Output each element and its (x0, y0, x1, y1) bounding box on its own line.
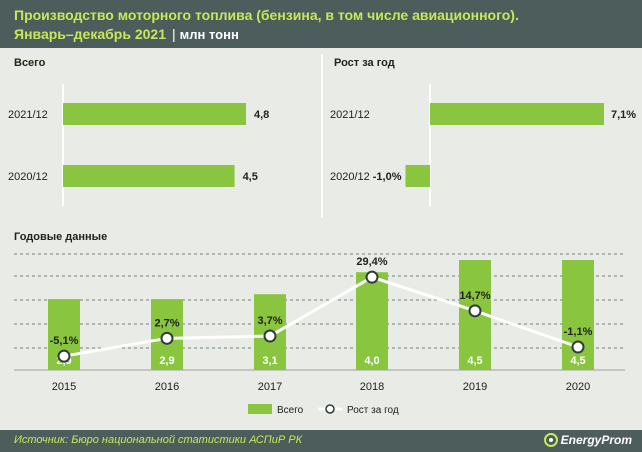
legend-bar-swatch (248, 404, 272, 414)
brand-icon (543, 433, 558, 447)
total-bar (63, 103, 246, 125)
total-category-label: 2021/12 (8, 109, 48, 121)
subtitle-separator: | (171, 26, 176, 42)
x-tick-label: 2018 (360, 381, 384, 393)
annual-bar-label: 3,1 (262, 355, 277, 367)
panel-title-total: Всего (14, 57, 46, 69)
growth-point (365, 270, 379, 284)
annual-bar-label: 4,5 (467, 355, 482, 367)
annual-bar-label: 4,5 (570, 355, 585, 367)
total-bar-chart: 2021/12 4,8 2020/12 4,5 (8, 84, 269, 206)
total-bar (63, 165, 235, 187)
growth-point (468, 304, 482, 318)
panel-title-growth: Рост за год (334, 57, 395, 69)
total-value-label: 4,8 (254, 109, 269, 121)
period-label: Январь–декабрь 2021 (14, 26, 166, 42)
x-tick-label: 2015 (52, 381, 76, 393)
footer: Источник: Бюро национальной статистики А… (0, 430, 642, 452)
annual-bar-label: 2,9 (159, 355, 174, 367)
growth-point (263, 329, 277, 343)
growth-value-label: -1,0% (373, 171, 402, 183)
growth-point-label: 3,7% (257, 315, 282, 327)
x-tick-label: 2020 (566, 381, 590, 393)
growth-bar (405, 165, 430, 187)
growth-category-label: 2020/12 (330, 171, 370, 183)
annual-bar (356, 272, 388, 370)
total-category-label: 2020/12 (8, 171, 48, 183)
chart-subtitle: Январь–декабрь 2021 | млн тонн (14, 26, 239, 42)
annual-combo-chart: 2,920152,920163,120174,020184,520194,520… (14, 253, 625, 393)
header: Производство моторного топлива (бензина,… (0, 0, 642, 48)
chart-title: Производство моторного топлива (бензина,… (14, 7, 519, 23)
growth-point (571, 340, 585, 354)
growth-point-label: -5,1% (50, 335, 79, 347)
growth-category-label: 2021/12 (330, 109, 370, 121)
growth-bar (430, 103, 604, 125)
x-tick-label: 2016 (155, 381, 179, 393)
growth-point (57, 349, 71, 363)
unit-label: млн тонн (179, 27, 239, 42)
growth-line (63, 275, 579, 358)
growth-point (160, 331, 174, 345)
growth-point-label: 29,4% (356, 256, 387, 268)
total-value-label: 4,5 (243, 171, 258, 183)
annual-bar-label: 4,0 (364, 355, 379, 367)
growth-value-label: 7,1% (611, 109, 636, 121)
growth-point-label: -1,1% (564, 326, 593, 338)
legend: Всего Рост за год (248, 404, 399, 416)
source-note: Источник: Бюро национальной статистики А… (14, 434, 303, 446)
brand-name: EnergyProm (560, 433, 632, 447)
x-tick-label: 2017 (258, 381, 282, 393)
growth-point-label: 2,7% (154, 317, 179, 329)
charts-area: Всего Рост за год Годовые данные 2021/12… (8, 54, 636, 416)
legend-bar-label: Всего (277, 405, 304, 416)
legend-line-label: Рост за год (347, 405, 399, 416)
growth-point-label: 14,7% (459, 290, 490, 302)
x-tick-label: 2019 (463, 381, 487, 393)
legend-line-marker (325, 404, 335, 414)
brand-logo: EnergyProm (543, 433, 632, 447)
growth-bar-chart: 2021/12 7,1% 2020/12 -1,0% (330, 84, 636, 206)
panel-title-annual: Годовые данные (14, 231, 107, 243)
